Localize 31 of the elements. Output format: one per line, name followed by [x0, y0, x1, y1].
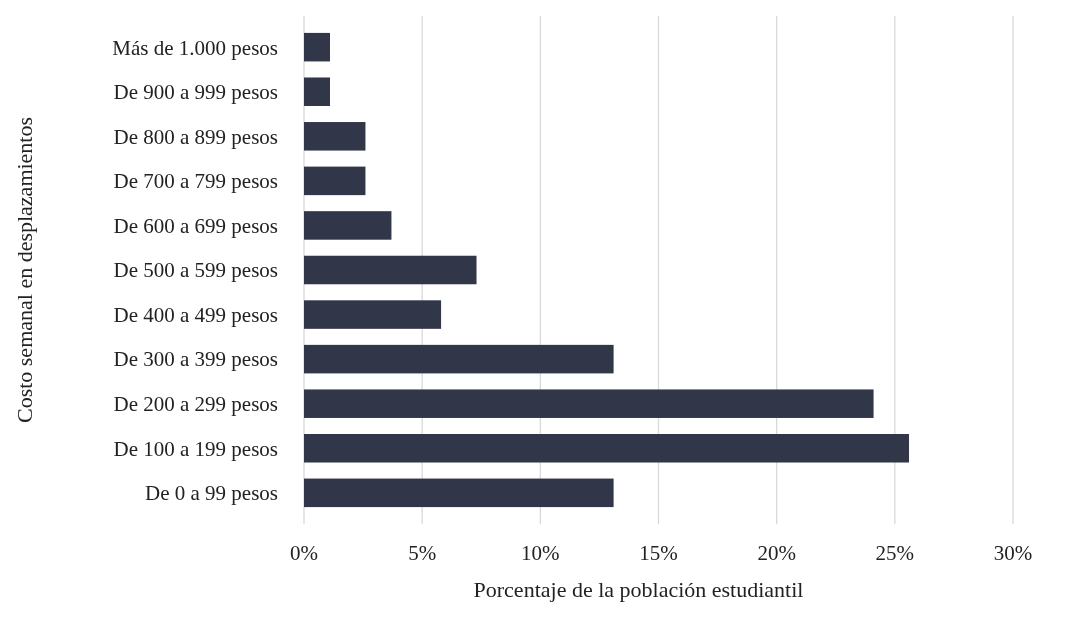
bar — [304, 478, 614, 508]
y-tick-label: De 600 a 699 pesos — [113, 213, 278, 238]
y-tick-label: De 100 a 199 pesos — [113, 436, 278, 461]
y-tick-label: De 400 a 499 pesos — [113, 302, 278, 327]
y-tick-label: De 800 a 899 pesos — [113, 124, 278, 149]
x-tick-label: 5% — [408, 541, 437, 565]
bar — [304, 166, 366, 196]
bar — [304, 389, 874, 418]
bar — [304, 77, 330, 106]
y-tick-label: De 300 a 399 pesos — [113, 347, 278, 372]
bar — [304, 32, 330, 62]
bar — [304, 122, 366, 151]
x-tick-label: 10% — [521, 541, 560, 565]
bar — [304, 211, 392, 240]
y-tick-label: De 200 a 299 pesos — [113, 392, 278, 417]
y-tick-label: De 0 a 99 pesos — [145, 481, 278, 506]
y-tick-label: De 700 a 799 pesos — [113, 169, 278, 194]
x-tick-label: 25% — [875, 541, 915, 565]
x-axis-title: Porcentaje de la población estudiantil — [473, 577, 804, 602]
y-tick-label: De 900 a 999 pesos — [113, 80, 278, 105]
bar — [304, 344, 614, 374]
bar — [304, 255, 477, 285]
x-tick-label: 0% — [290, 541, 318, 565]
x-tick-label: 20% — [757, 541, 796, 565]
bar — [304, 300, 442, 329]
y-tick-label: De 500 a 599 pesos — [113, 258, 278, 283]
y-axis-title: Costo semanal en desplazamientos — [12, 116, 37, 424]
bar — [304, 434, 910, 463]
y-tick-label: Más de 1.000 pesos — [112, 35, 278, 60]
x-tick-label: 30% — [993, 541, 1033, 565]
x-tick-label: 15% — [639, 541, 678, 565]
